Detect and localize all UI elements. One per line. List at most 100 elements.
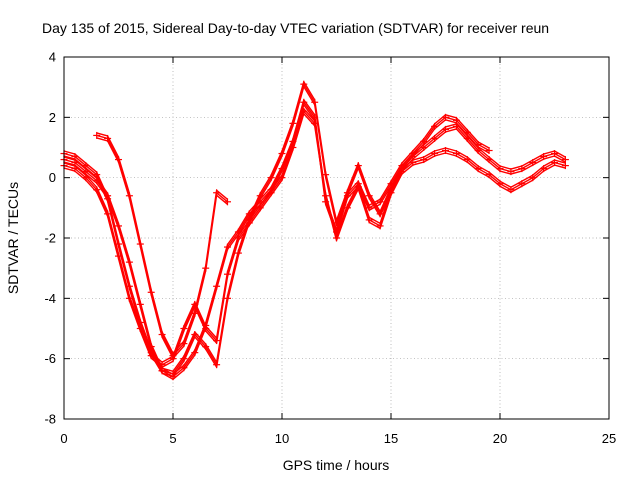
data-point (256, 204, 264, 212)
data-point (245, 219, 253, 227)
data-point (485, 147, 493, 155)
data-point (289, 144, 297, 151)
data-point (82, 168, 90, 176)
data-point (474, 147, 482, 155)
data-point (365, 204, 373, 212)
data-point (147, 352, 155, 360)
data-point (463, 156, 471, 164)
data-point (442, 113, 449, 121)
data-point (213, 337, 221, 345)
data-point (420, 156, 428, 164)
data-point (213, 361, 221, 369)
data-point (300, 98, 308, 106)
data-point (431, 134, 439, 142)
data-point (224, 270, 231, 278)
data-point (365, 216, 373, 224)
data-point (191, 309, 199, 317)
x-tick-label: 20 (493, 431, 507, 446)
data-point (518, 165, 526, 173)
data-point (180, 364, 188, 372)
y-tick-label: -2 (44, 231, 56, 246)
data-point (376, 222, 384, 230)
series-track-3 (60, 107, 569, 369)
data-point (104, 134, 112, 142)
x-tick-label: 5 (169, 431, 176, 446)
data-point (115, 156, 122, 164)
data-point (93, 171, 101, 179)
axis-ticks (63, 56, 610, 420)
data-point (71, 153, 79, 161)
data-point (169, 352, 177, 360)
data-point (158, 331, 166, 339)
data-point (540, 153, 548, 161)
data-series (60, 80, 569, 381)
data-point (224, 243, 231, 251)
data-point (333, 219, 340, 227)
data-point (452, 122, 460, 130)
data-point (420, 144, 428, 151)
data-point (387, 189, 395, 197)
data-point (333, 234, 340, 242)
data-point (300, 80, 308, 88)
data-point (409, 153, 417, 161)
data-point (518, 180, 526, 188)
data-point (82, 162, 90, 170)
data-point (561, 156, 569, 164)
data-point (311, 119, 319, 127)
data-point (191, 349, 199, 357)
data-point (71, 165, 79, 173)
data-point (267, 174, 275, 182)
data-point (158, 367, 166, 375)
data-point (376, 210, 384, 218)
data-point (420, 137, 428, 145)
y-tick-labels: -8 -6 -4 -2 0 2 4 (44, 50, 56, 427)
series-trace (63, 101, 490, 378)
data-point (158, 361, 166, 369)
data-point (551, 159, 558, 167)
data-point (147, 288, 155, 296)
data-point (213, 189, 221, 197)
data-point (551, 150, 558, 158)
data-point (278, 174, 286, 182)
data-point (234, 234, 242, 242)
data-point (202, 325, 210, 332)
data-point (485, 156, 493, 164)
data-point (180, 325, 188, 332)
data-point (104, 192, 112, 200)
y-tick-label: 2 (49, 110, 56, 125)
data-point (224, 294, 231, 302)
data-point (289, 119, 297, 127)
data-point (365, 192, 373, 200)
data-point (180, 355, 188, 363)
data-point (93, 186, 101, 194)
data-point (431, 150, 439, 158)
data-point (561, 162, 569, 170)
data-point (431, 122, 439, 130)
data-point (311, 98, 319, 106)
data-point (452, 150, 460, 158)
data-point (398, 168, 406, 176)
data-point (202, 343, 210, 351)
data-point (82, 174, 90, 182)
x-axis-label: GPS time / hours (283, 457, 390, 473)
x-tick-label: 15 (384, 431, 398, 446)
data-point (322, 192, 330, 200)
data-point (496, 165, 504, 173)
x-tick-label: 0 (60, 431, 67, 446)
data-point (71, 159, 79, 167)
series-track-4 (93, 131, 231, 360)
data-point (343, 189, 351, 197)
y-tick-label: -8 (44, 412, 56, 427)
data-point (442, 147, 449, 155)
x-tick-label: 25 (602, 431, 616, 446)
series-trace (63, 99, 490, 375)
data-point (540, 165, 548, 173)
data-point (104, 210, 112, 218)
data-point (213, 282, 221, 290)
y-axis-label: SDTVAR / TECUs (5, 182, 21, 294)
data-point (507, 168, 515, 176)
data-point (409, 159, 417, 167)
y-tick-label: -4 (44, 291, 56, 306)
data-point (463, 134, 471, 142)
